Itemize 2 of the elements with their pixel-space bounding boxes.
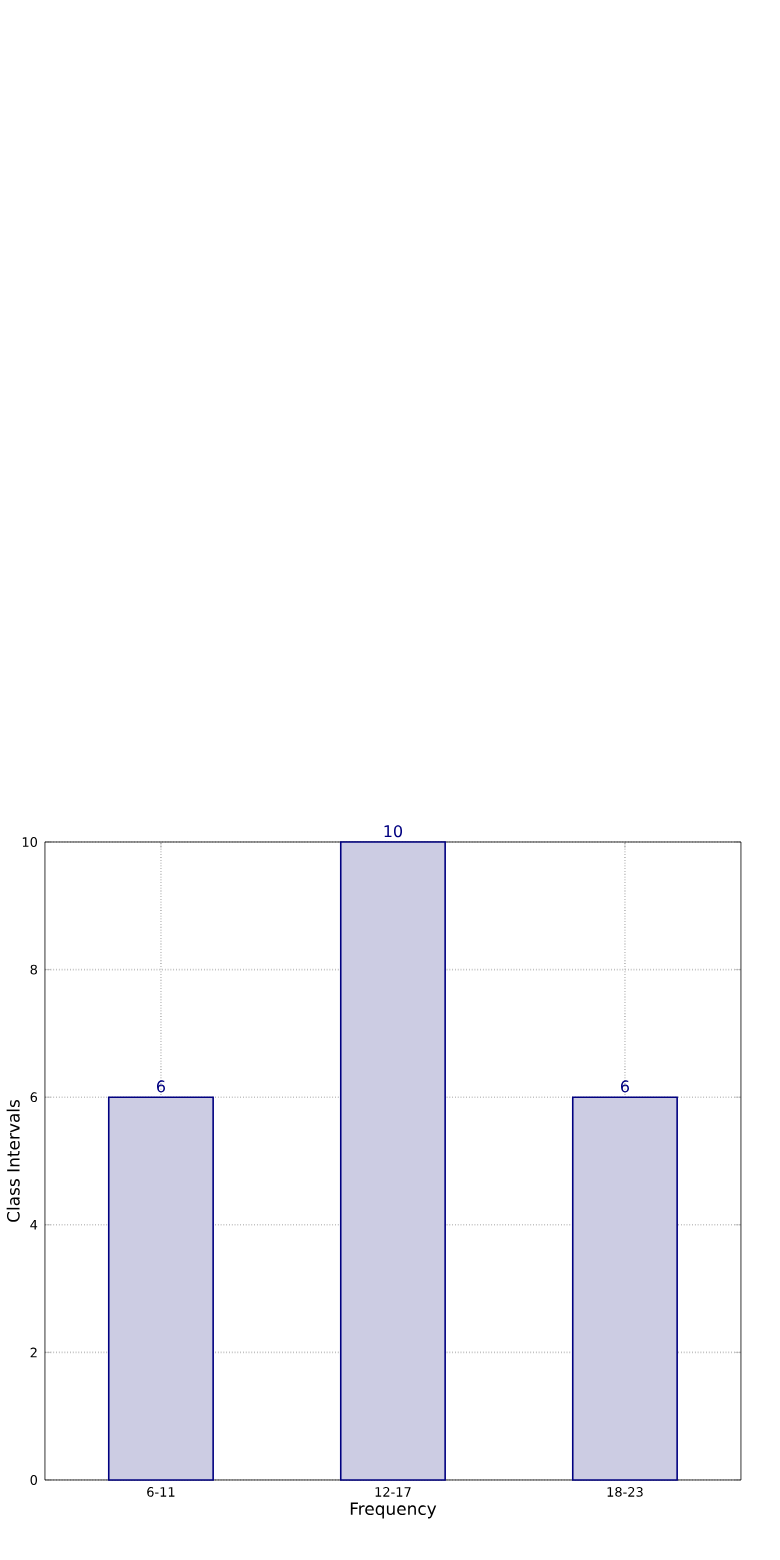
y-axis-title: Class Intervals xyxy=(6,1100,20,1222)
x-axis-title: Frequency xyxy=(350,1502,436,1519)
